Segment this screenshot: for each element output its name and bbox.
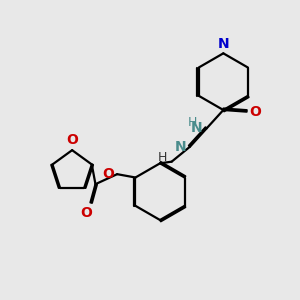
Text: O: O — [103, 167, 115, 181]
Text: N: N — [218, 37, 229, 51]
Text: O: O — [80, 206, 92, 220]
Text: O: O — [249, 105, 261, 119]
Text: H: H — [188, 116, 197, 129]
Text: N: N — [174, 140, 186, 154]
Text: O: O — [66, 134, 78, 148]
Text: N: N — [191, 121, 203, 135]
Text: H: H — [158, 151, 167, 164]
